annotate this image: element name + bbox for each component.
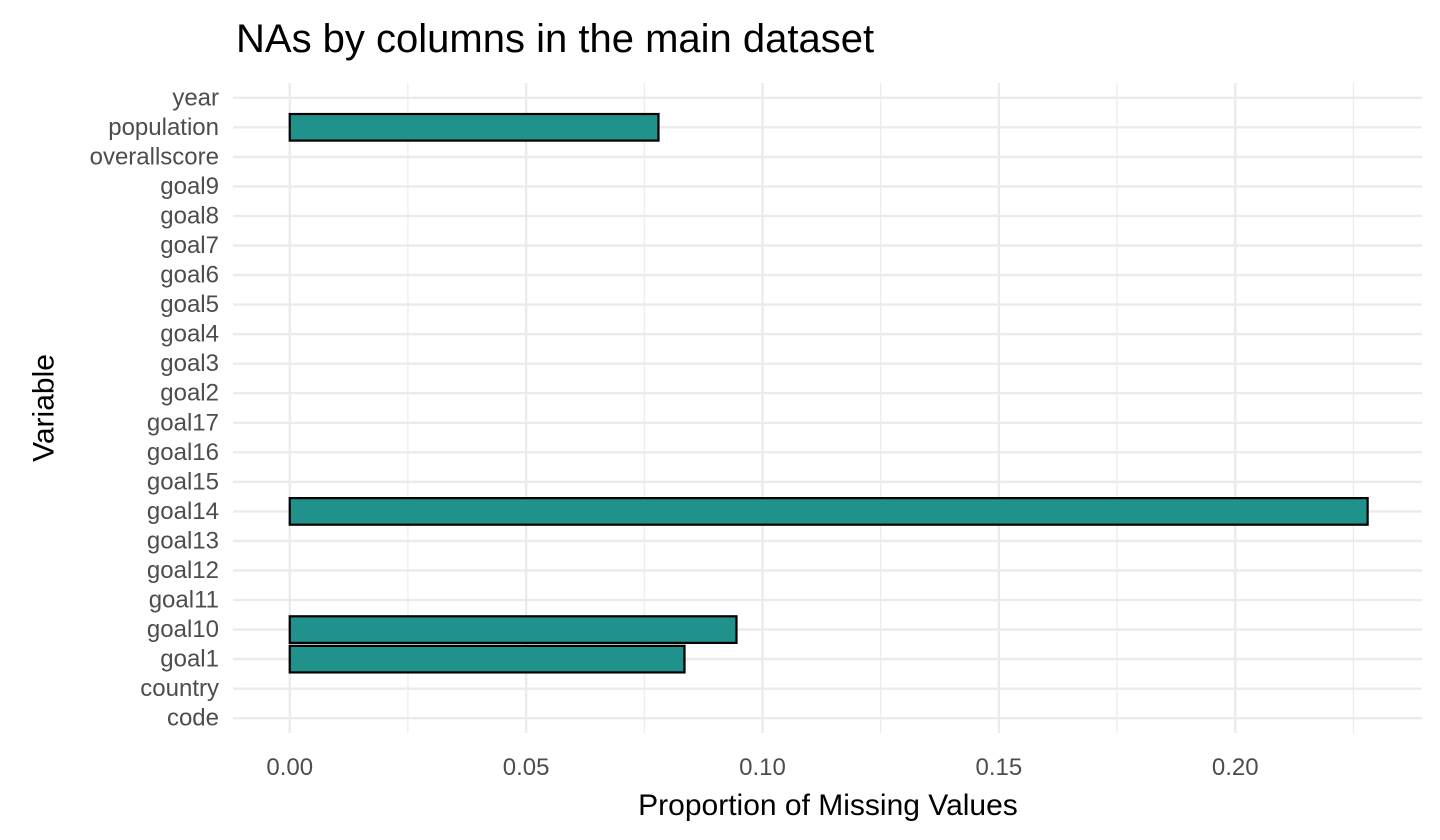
bar-goal10 (288, 615, 738, 644)
y-tick-label: country (140, 675, 219, 702)
y-tick-label: overallscore (90, 143, 219, 170)
bar-goal14 (288, 497, 1369, 526)
chart-title: NAs by columns in the main dataset (236, 17, 874, 61)
bar-population (288, 112, 660, 142)
y-tick-label: goal8 (160, 202, 219, 229)
x-tick-label: 0.10 (739, 754, 786, 781)
y-tick-label: goal5 (160, 291, 219, 318)
y-tick-label: goal12 (147, 557, 219, 584)
x-tick-label: 0.15 (976, 754, 1023, 781)
y-tick-label: goal14 (147, 498, 219, 525)
x-tick-label: 0.05 (503, 754, 550, 781)
x-axis-tick-labels: 0.00 0.05 0.10 0.15 0.20 (266, 754, 1258, 781)
y-tick-label: year (172, 84, 219, 111)
y-tick-label: population (108, 114, 219, 141)
y-tick-label: goal4 (160, 321, 219, 348)
y-tick-label: code (167, 705, 219, 732)
y-tick-label: goal9 (160, 173, 219, 200)
x-axis-title: Proportion of Missing Values (638, 789, 1018, 822)
bar-goal1 (288, 644, 686, 674)
y-tick-label: goal10 (147, 616, 219, 643)
x-tick-label: 0.20 (1212, 754, 1259, 781)
y-tick-label: goal6 (160, 262, 219, 289)
y-tick-label: goal7 (160, 232, 219, 259)
bars (288, 112, 1369, 674)
y-tick-label: goal15 (147, 468, 219, 495)
y-tick-label: goal1 (160, 646, 219, 673)
y-axis-title: Variable (28, 354, 61, 462)
x-tick-label: 0.00 (266, 754, 313, 781)
y-tick-label: goal3 (160, 350, 219, 377)
y-tick-label: goal11 (149, 587, 219, 614)
y-tick-label: goal13 (147, 527, 219, 554)
y-tick-label: goal16 (147, 439, 219, 466)
y-tick-label: goal2 (160, 380, 219, 407)
y-tick-label: goal17 (147, 409, 219, 436)
